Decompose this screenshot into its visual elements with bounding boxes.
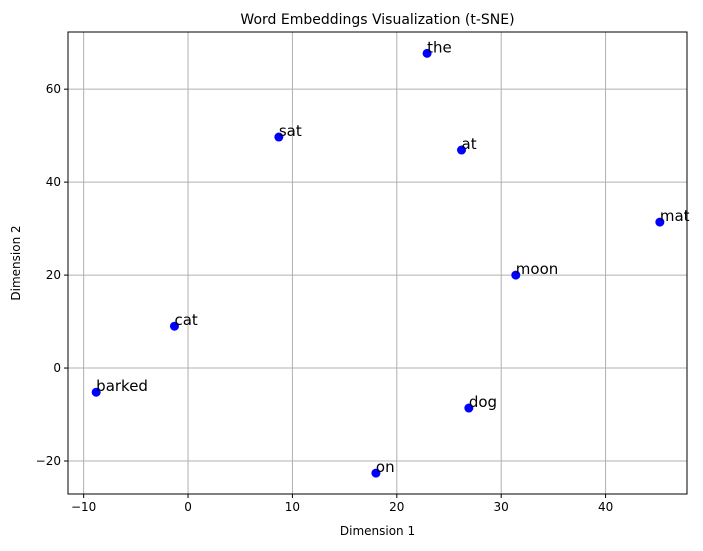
point-label-at: at — [462, 135, 477, 153]
plot-frame — [67, 31, 688, 495]
x-tick-label: 40 — [598, 500, 613, 514]
point-label-barked: barked — [96, 377, 148, 395]
chart-title: Word Embeddings Visualization (t-SNE) — [240, 12, 514, 28]
point-label-moon: moon — [516, 260, 558, 278]
point-label-on: on — [376, 458, 395, 476]
x-tick-label: −10 — [71, 500, 96, 514]
point-label-sat: sat — [279, 122, 302, 140]
y-tick-label: 60 — [46, 82, 61, 96]
x-tick-label: 30 — [494, 500, 509, 514]
point-barked — [91, 387, 101, 397]
y-tick-label: 40 — [46, 175, 61, 189]
point-cat — [169, 321, 179, 331]
data-points: the sat at mat moon cat barked dog on — [91, 38, 690, 478]
point-at — [457, 145, 467, 155]
point-dog — [464, 403, 474, 413]
point-label-dog: dog — [469, 393, 497, 411]
point-label-mat: mat — [660, 207, 690, 225]
y-tick-label: 0 — [53, 361, 61, 375]
point-label-the: the — [427, 38, 452, 56]
grid — [68, 32, 687, 494]
point-the — [422, 48, 432, 58]
point-sat — [274, 132, 284, 142]
axis-ticks: −10 0 10 20 30 40 −20 0 20 40 60 — [36, 82, 614, 514]
x-tick-label: 20 — [389, 500, 404, 514]
y-tick-label: 20 — [46, 268, 61, 282]
point-moon — [511, 270, 521, 280]
y-axis-label: Dimension 2 — [9, 225, 23, 300]
point-mat — [655, 217, 665, 227]
point-on — [371, 468, 381, 478]
x-tick-label: 10 — [285, 500, 300, 514]
x-axis-label: Dimension 1 — [340, 524, 415, 538]
x-tick-label: 0 — [184, 500, 192, 514]
point-label-cat: cat — [174, 311, 197, 329]
y-tick-label: −20 — [36, 454, 61, 468]
